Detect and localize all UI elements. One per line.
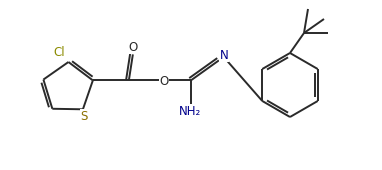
Text: O: O (159, 75, 168, 88)
Text: O: O (128, 41, 138, 54)
Text: Cl: Cl (53, 46, 65, 58)
Text: NH₂: NH₂ (179, 105, 201, 118)
Text: N: N (220, 49, 228, 62)
Text: S: S (80, 110, 87, 123)
